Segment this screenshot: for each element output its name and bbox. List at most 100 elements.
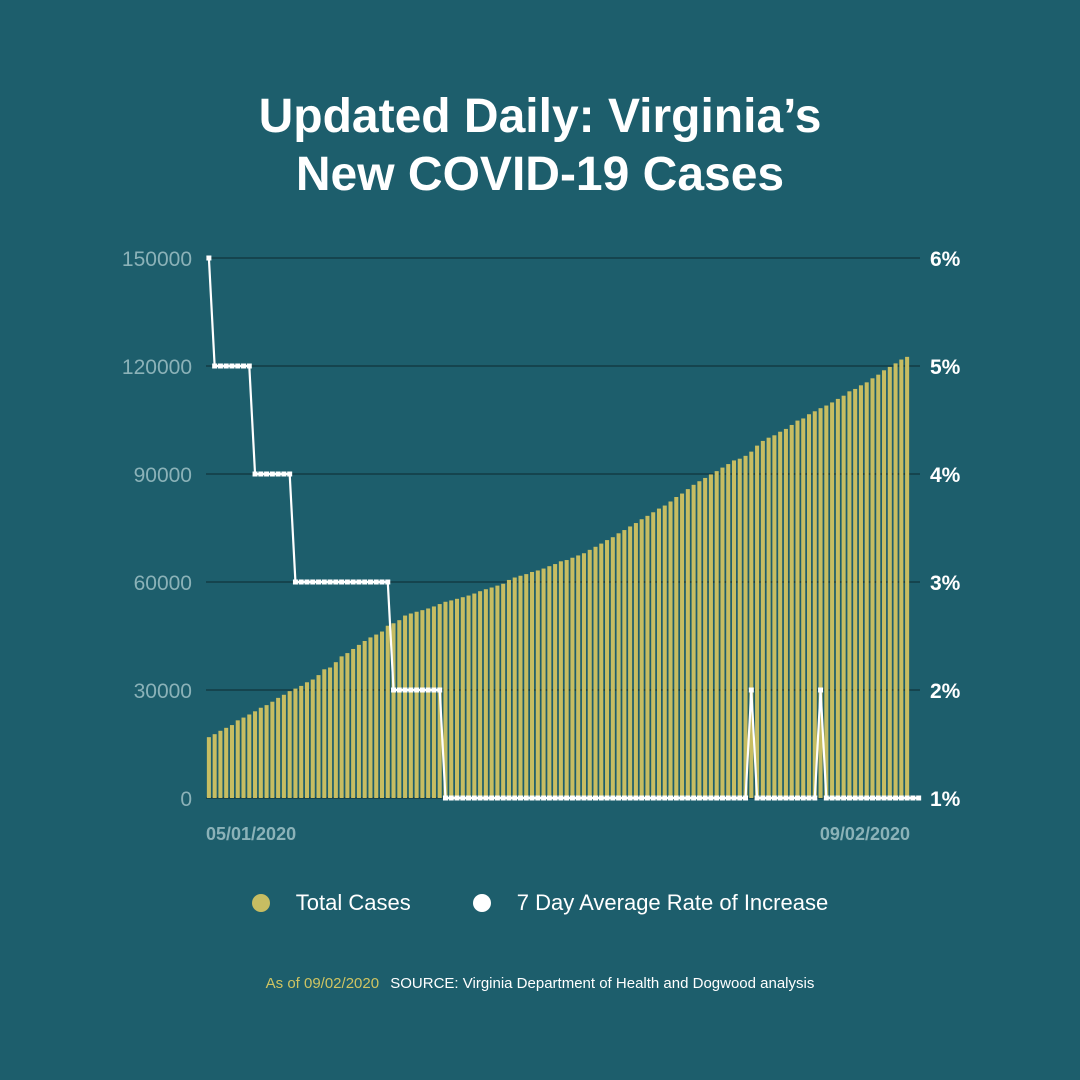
rate-point bbox=[477, 795, 483, 801]
rate-point bbox=[206, 255, 212, 261]
rate-point bbox=[719, 795, 725, 801]
total-cases-bar bbox=[893, 363, 898, 798]
rate-point bbox=[466, 795, 472, 801]
rate-point bbox=[246, 363, 252, 369]
rate-point bbox=[402, 687, 408, 693]
total-cases-bar bbox=[731, 460, 737, 798]
rate-point bbox=[258, 471, 264, 477]
rate-point bbox=[500, 795, 506, 801]
rate-point bbox=[454, 795, 460, 801]
total-cases-bar bbox=[333, 662, 338, 798]
total-cases-bar bbox=[322, 669, 327, 798]
total-cases-bar bbox=[506, 579, 511, 798]
total-cases-bar bbox=[270, 701, 275, 798]
total-cases-bar bbox=[720, 467, 725, 798]
rate-point bbox=[281, 471, 287, 477]
total-cases-bar bbox=[864, 382, 869, 798]
total-cases-bar bbox=[345, 653, 350, 798]
rate-point bbox=[621, 795, 627, 801]
x-axis-end-label: 09/02/2020 bbox=[820, 824, 910, 844]
total-cases-bar bbox=[241, 717, 246, 798]
total-cases-bar bbox=[454, 598, 460, 798]
total-cases-bar bbox=[708, 474, 713, 798]
total-cases-bar bbox=[328, 667, 333, 798]
total-cases-bar bbox=[483, 589, 488, 798]
total-cases-bar bbox=[789, 424, 794, 798]
right-axis-tick-label: 3% bbox=[930, 572, 961, 595]
rate-swatch-icon bbox=[472, 894, 491, 912]
rate-point bbox=[396, 687, 402, 693]
total-cases-bar bbox=[858, 385, 863, 798]
rate-point bbox=[806, 795, 812, 801]
rate-point bbox=[408, 687, 414, 693]
total-cases-bar bbox=[662, 505, 667, 798]
total-cases-bar bbox=[685, 489, 690, 798]
total-cases-bar bbox=[443, 601, 448, 798]
total-cases-bar bbox=[610, 537, 615, 798]
total-cases-bar bbox=[281, 694, 286, 798]
rate-point bbox=[893, 795, 899, 801]
rate-point bbox=[794, 795, 800, 801]
total-cases-bar bbox=[622, 530, 627, 798]
total-cases-bar bbox=[818, 408, 823, 798]
chart-title-line-2: New COVID-19 Cases bbox=[295, 148, 785, 201]
total-cases-bar bbox=[512, 577, 517, 798]
total-cases-bar bbox=[391, 623, 396, 798]
total-cases-bar bbox=[697, 481, 702, 798]
rate-point bbox=[275, 471, 281, 477]
rate-point bbox=[241, 363, 247, 369]
rate-point bbox=[442, 795, 448, 801]
rate-point bbox=[864, 795, 870, 801]
rate-point bbox=[754, 795, 760, 801]
total-cases-bar bbox=[299, 685, 304, 798]
rate-point bbox=[333, 579, 339, 585]
rate-point bbox=[593, 795, 599, 801]
rate-point bbox=[789, 795, 795, 801]
total-cases-bar bbox=[905, 356, 910, 798]
chart-title-line-1: Updated Daily: Virginia’s bbox=[258, 90, 822, 143]
rate-point bbox=[852, 795, 858, 801]
rate-point bbox=[558, 795, 564, 801]
total-cases-bar bbox=[460, 597, 465, 798]
rate-point bbox=[835, 795, 841, 801]
rate-point bbox=[235, 363, 241, 369]
rate-point bbox=[639, 795, 645, 801]
total-cases-bar bbox=[385, 625, 390, 798]
rate-point bbox=[708, 795, 714, 801]
rate-point bbox=[517, 795, 523, 801]
rate-line bbox=[207, 257, 919, 800]
total-cases-bar bbox=[835, 398, 840, 798]
rate-point bbox=[904, 795, 910, 801]
rate-point bbox=[506, 795, 512, 801]
total-cases-bar bbox=[287, 691, 292, 798]
rate-point bbox=[668, 795, 674, 801]
rate-point bbox=[321, 579, 327, 585]
total-cases-bar bbox=[397, 620, 402, 798]
rate-point bbox=[419, 687, 425, 693]
rate-point bbox=[910, 795, 916, 801]
rate-point bbox=[644, 795, 650, 801]
rate-point bbox=[725, 795, 731, 801]
total-cases-bar bbox=[847, 391, 852, 798]
total-cases-bar bbox=[310, 679, 315, 798]
rate-point bbox=[373, 579, 379, 585]
total-cases-bar bbox=[633, 523, 638, 798]
total-cases-bar bbox=[593, 546, 598, 798]
source-note: SOURCE: Virginia Department of Health an… bbox=[390, 975, 815, 992]
rate-point bbox=[737, 795, 743, 801]
rate-point bbox=[512, 795, 518, 801]
rate-point bbox=[425, 687, 431, 693]
total-cases-bar bbox=[558, 561, 563, 798]
rate-point bbox=[385, 579, 391, 585]
total-cases-bar bbox=[887, 366, 892, 798]
total-cases-bar bbox=[304, 682, 310, 798]
total-cases-bar bbox=[587, 549, 592, 798]
total-cases-bar bbox=[605, 540, 610, 798]
rate-point bbox=[287, 471, 293, 477]
rate-point bbox=[212, 363, 218, 369]
total-cases-bar bbox=[812, 411, 817, 798]
total-cases-bar bbox=[806, 414, 812, 798]
total-cases-bar bbox=[379, 631, 385, 798]
rate-point bbox=[766, 795, 772, 801]
rate-point bbox=[264, 471, 270, 477]
